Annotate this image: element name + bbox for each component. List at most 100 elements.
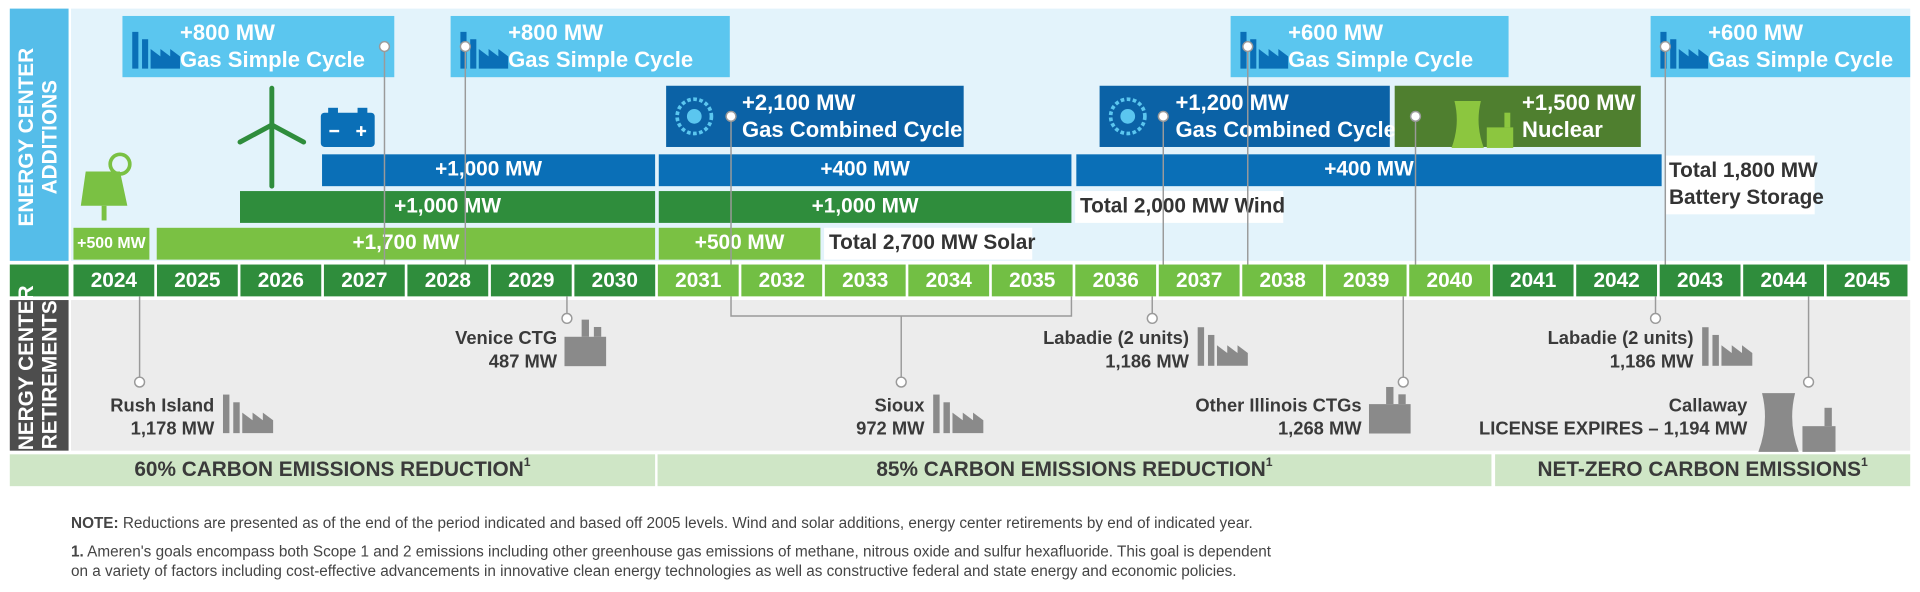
goal-label: 60% CARBON EMISSIONS REDUCTION1 <box>134 455 530 481</box>
icon-part <box>328 107 338 114</box>
goal-box <box>1495 454 1911 487</box>
icon-part <box>242 412 274 434</box>
icon-part <box>142 39 149 69</box>
year-label: 2031 <box>675 269 721 292</box>
connector-pin <box>378 40 391 53</box>
connector-pin <box>1409 110 1422 123</box>
year-label: 2025 <box>174 269 220 292</box>
year-label: 2045 <box>1844 269 1890 292</box>
connector-pin <box>1242 40 1254 53</box>
footnote: 1. Ameren's goals encompass both Scope 1… <box>71 543 1272 560</box>
side-label-line: ADDITIONS <box>38 80 61 195</box>
addition-mw: +600 MW <box>1288 20 1383 45</box>
addition-mw: +2,100 MW <box>742 90 855 115</box>
solar-total: Total 2,700 MW Solar <box>829 231 1035 254</box>
icon-part <box>222 394 230 434</box>
goal-sup: 1 <box>1266 455 1273 469</box>
addition-name: Gas Combined Cycle <box>742 117 962 142</box>
icon-part <box>150 49 180 69</box>
year-box <box>490 264 572 297</box>
icon-part <box>1802 426 1836 452</box>
icon-part <box>320 112 375 147</box>
connector-pin <box>1157 110 1169 123</box>
retirement-mw: 1,178 MW <box>131 418 215 439</box>
icon-part <box>564 336 607 367</box>
icon-part <box>269 122 307 145</box>
side-label-line: RETIREMENTS <box>38 300 61 449</box>
goal-sup: 1 <box>1861 455 1868 469</box>
battery-bar <box>322 154 656 187</box>
note-label: NOTE: <box>71 515 119 532</box>
additions-side <box>9 8 69 261</box>
retirement-name: Sioux <box>874 394 925 415</box>
icon-part <box>1368 404 1411 434</box>
total-box <box>824 227 1033 260</box>
year-label: 2041 <box>1510 269 1556 292</box>
icon-part <box>1824 407 1832 427</box>
year-box <box>908 264 990 297</box>
side-label: ENERGY CENTER RETIREMENTS <box>15 285 61 464</box>
icon-part <box>1721 345 1753 366</box>
battery-bar-label: +1,000 MW <box>435 158 542 181</box>
year-box <box>1325 264 1407 297</box>
wind-icon <box>237 85 307 189</box>
factory-icon <box>222 394 274 434</box>
cooling-tower-icon <box>1451 100 1514 148</box>
turbine-icon <box>1108 97 1147 136</box>
icon-part <box>1108 97 1147 136</box>
goal-text: NET-ZERO CARBON EMISSIONS <box>1537 458 1861 481</box>
year-side <box>9 264 69 297</box>
side-label-line: ENERGY CENTER <box>15 285 38 464</box>
year-box <box>1409 264 1491 297</box>
factory-icon <box>1240 31 1289 69</box>
factory-icon <box>1197 327 1248 366</box>
goal-box <box>9 454 656 487</box>
connector-pin <box>561 312 573 325</box>
connector-pin <box>133 376 146 388</box>
note-text: Reductions are presented as of the end o… <box>119 515 1253 532</box>
year-box <box>1743 264 1824 297</box>
year-box <box>1242 264 1324 297</box>
addition-mw: +600 MW <box>1708 20 1803 45</box>
icon-part <box>237 122 275 145</box>
icon-part <box>1207 334 1215 366</box>
total-box <box>1665 155 1815 215</box>
footnote-text: on a variety of factors including cost-e… <box>71 563 1236 580</box>
year-label: 2042 <box>1593 269 1639 292</box>
addition-mw: +1,200 MW <box>1176 90 1289 115</box>
year-label: 2040 <box>1427 269 1473 292</box>
wind-bar-label: +1,000 MW <box>394 194 501 217</box>
icon-part <box>1670 39 1677 69</box>
year-box <box>73 264 155 297</box>
year-label: 2032 <box>759 269 805 292</box>
year-box <box>1075 264 1157 297</box>
addition-name: Gas Simple Cycle <box>1708 47 1893 72</box>
year-box <box>156 264 238 297</box>
year-label: 2034 <box>926 269 973 292</box>
battery-bar-label: +400 MW <box>1324 158 1414 181</box>
connector-pin <box>725 110 737 123</box>
solar-bar <box>73 227 150 260</box>
year-label: 2029 <box>508 269 554 292</box>
icon-part <box>686 109 702 124</box>
year-label: 2043 <box>1677 269 1723 292</box>
year-box <box>991 264 1073 297</box>
icon-part <box>1197 327 1205 366</box>
icon-part <box>1712 334 1719 366</box>
battery-icon <box>320 107 375 147</box>
icon-part <box>952 412 984 434</box>
icon-part <box>478 49 509 69</box>
icon-part <box>1386 386 1394 405</box>
connector-pin <box>1397 376 1409 388</box>
cooling-tower-icon <box>1758 393 1836 452</box>
year-box <box>1492 264 1574 297</box>
icon-part <box>80 171 128 206</box>
solar-bar <box>658 227 821 260</box>
icon-part <box>1250 39 1257 69</box>
icon-part <box>1120 109 1136 124</box>
year-label: 2037 <box>1176 269 1222 292</box>
icon-part <box>132 31 139 69</box>
solar-bar <box>156 227 656 260</box>
footnote-text: Ameren's goals encompass both Scope 1 an… <box>84 543 1272 560</box>
